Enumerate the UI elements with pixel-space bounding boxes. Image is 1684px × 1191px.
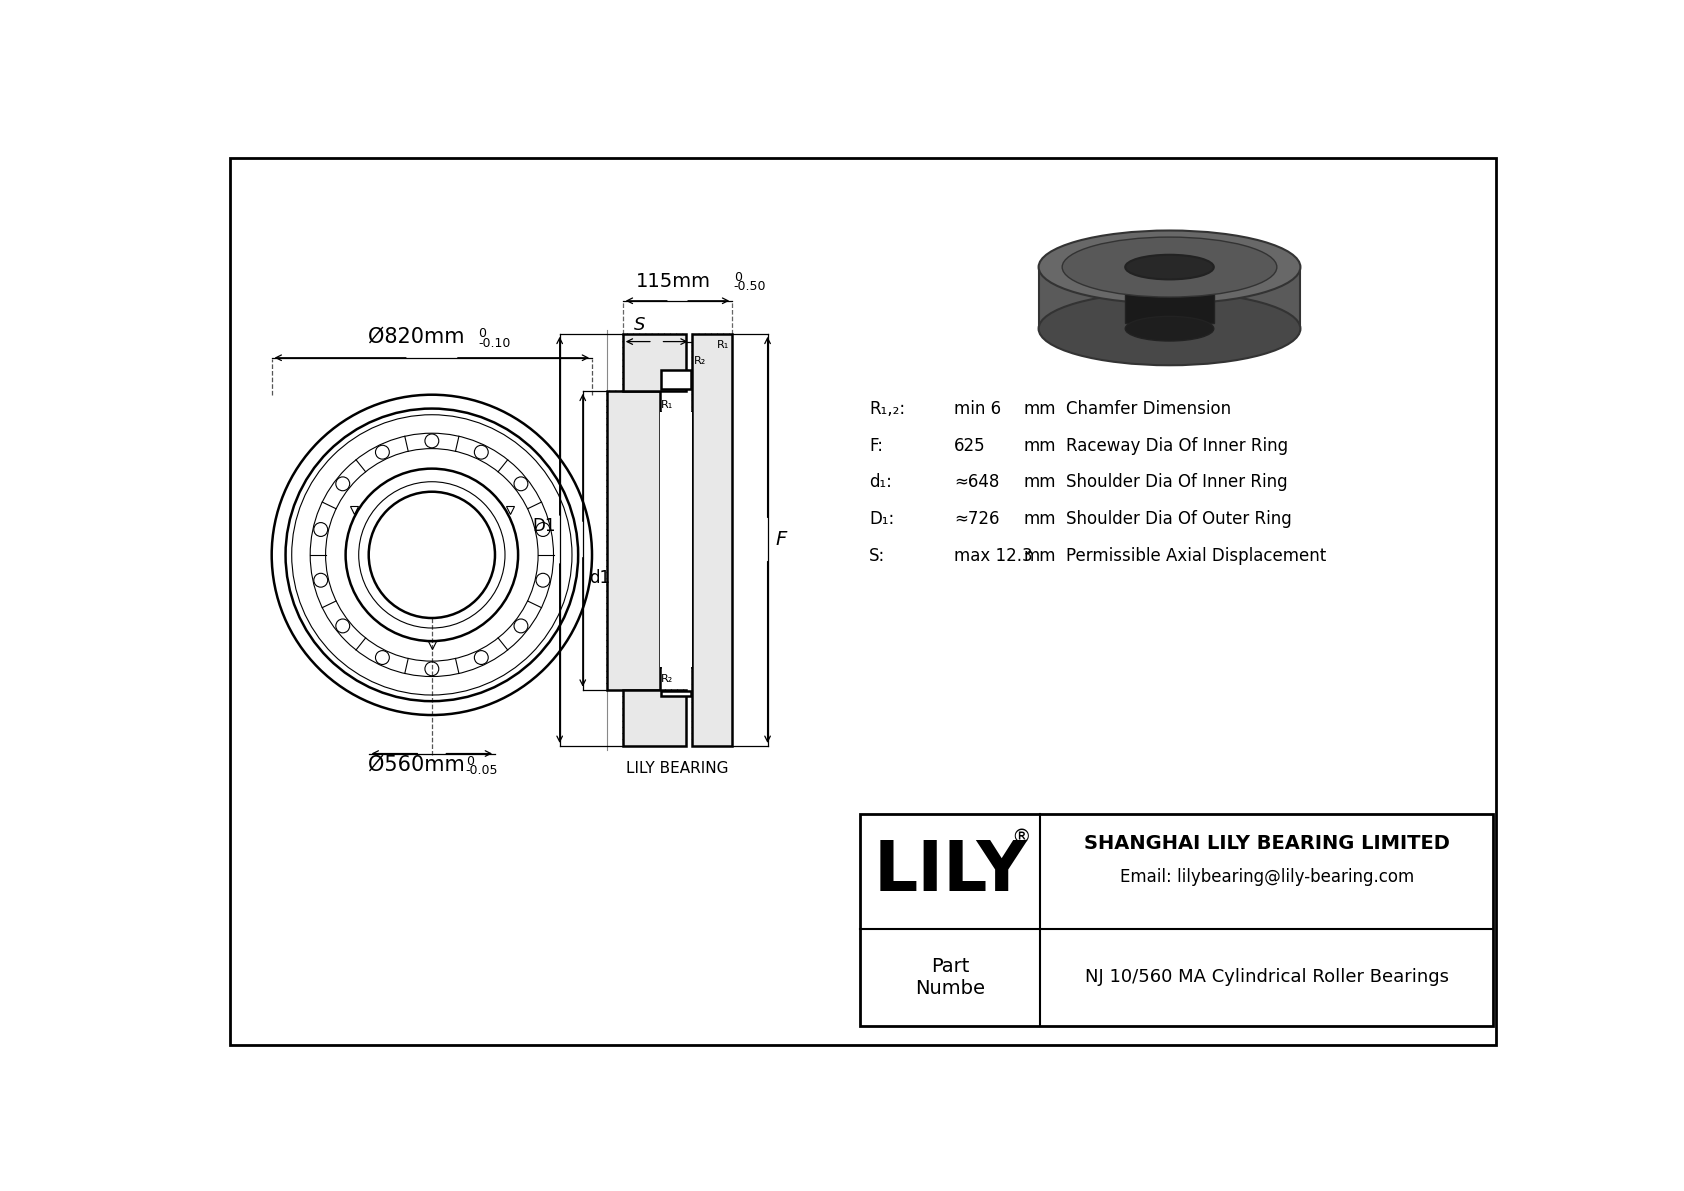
Polygon shape — [1039, 267, 1300, 329]
Text: 625: 625 — [953, 437, 985, 455]
Text: mm: mm — [1024, 511, 1056, 529]
Ellipse shape — [1039, 292, 1300, 366]
Text: -0.50: -0.50 — [734, 280, 766, 293]
Bar — [623, 690, 685, 746]
Bar — [623, 333, 685, 391]
Text: 115mm: 115mm — [637, 272, 711, 291]
Text: S: S — [635, 316, 645, 333]
Text: Ø560mm: Ø560mm — [369, 754, 465, 774]
Text: R₂: R₂ — [662, 674, 674, 684]
Ellipse shape — [1039, 231, 1300, 304]
Text: min 6: min 6 — [953, 399, 1000, 418]
Text: D1: D1 — [532, 517, 556, 535]
Bar — [662, 370, 690, 389]
Text: F:: F: — [869, 437, 882, 455]
Text: NJ 10/560 MA Cylindrical Roller Bearings: NJ 10/560 MA Cylindrical Roller Bearings — [1084, 968, 1448, 986]
Text: R₁: R₁ — [662, 400, 674, 410]
Text: SHANGHAI LILY BEARING LIMITED: SHANGHAI LILY BEARING LIMITED — [1084, 834, 1450, 853]
Text: -0.05: -0.05 — [466, 763, 498, 777]
Text: -0.10: -0.10 — [478, 337, 510, 350]
Text: d₁:: d₁: — [869, 474, 893, 492]
Text: D₁:: D₁: — [869, 511, 894, 529]
Bar — [662, 691, 690, 696]
Text: d1: d1 — [589, 569, 610, 587]
Text: 0: 0 — [734, 270, 741, 283]
Text: 0: 0 — [466, 755, 473, 768]
Text: Permissible Axial Displacement: Permissible Axial Displacement — [1066, 548, 1325, 566]
Text: Chamfer Dimension: Chamfer Dimension — [1066, 399, 1231, 418]
Text: mm: mm — [1024, 437, 1056, 455]
Text: S:: S: — [869, 548, 886, 566]
Text: Raceway Dia Of Inner Ring: Raceway Dia Of Inner Ring — [1066, 437, 1288, 455]
Text: R₁: R₁ — [717, 339, 729, 350]
Text: Shoulder Dia Of Outer Ring: Shoulder Dia Of Outer Ring — [1066, 511, 1292, 529]
Bar — [861, 815, 1494, 1027]
Text: F: F — [775, 530, 786, 549]
Text: ≈648: ≈648 — [953, 474, 999, 492]
Text: LILY: LILY — [874, 838, 1027, 905]
Text: Part
Numbe: Part Numbe — [914, 956, 985, 998]
Text: ≈726: ≈726 — [953, 511, 999, 529]
Ellipse shape — [1125, 317, 1214, 341]
Polygon shape — [1125, 261, 1214, 323]
Text: R₂: R₂ — [694, 356, 706, 366]
Text: max 12.3: max 12.3 — [953, 548, 1032, 566]
Text: mm: mm — [1024, 548, 1056, 566]
Bar — [692, 333, 733, 746]
Bar — [660, 412, 692, 667]
Text: Ø820mm: Ø820mm — [369, 326, 465, 347]
Text: mm: mm — [1024, 474, 1056, 492]
Text: Email: lilybearing@lily-bearing.com: Email: lilybearing@lily-bearing.com — [1120, 868, 1415, 886]
Ellipse shape — [1125, 255, 1214, 280]
Bar — [606, 391, 660, 690]
Text: ®: ® — [1012, 828, 1031, 847]
Ellipse shape — [1063, 237, 1276, 297]
Text: R₁,₂:: R₁,₂: — [869, 399, 906, 418]
Text: Shoulder Dia Of Inner Ring: Shoulder Dia Of Inner Ring — [1066, 474, 1287, 492]
Text: mm: mm — [1024, 399, 1056, 418]
Text: LILY BEARING: LILY BEARING — [626, 761, 729, 775]
Text: 0: 0 — [478, 328, 487, 339]
